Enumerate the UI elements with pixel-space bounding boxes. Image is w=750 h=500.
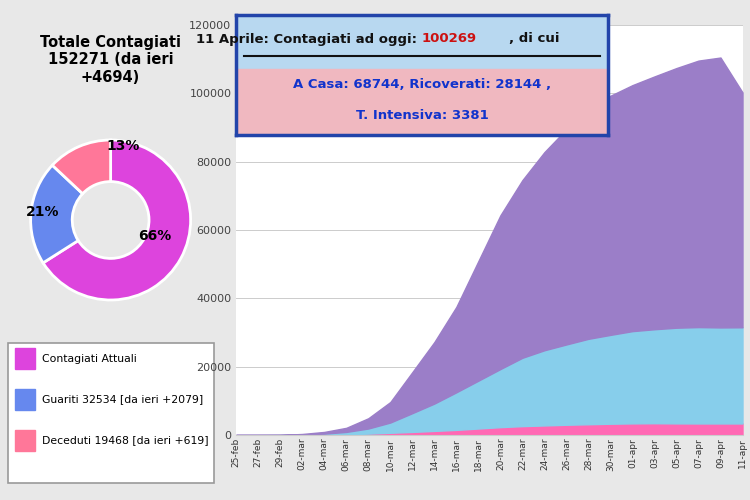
Text: Totale Contagiati
152271 (da ieri
+4694): Totale Contagiati 152271 (da ieri +4694) — [40, 35, 182, 85]
Wedge shape — [43, 140, 190, 300]
Text: Guariti 32534 [da ieri +2079]: Guariti 32534 [da ieri +2079] — [42, 394, 203, 404]
Bar — [16, 348, 35, 369]
Text: , di cui: , di cui — [509, 32, 560, 46]
Text: 13%: 13% — [106, 140, 140, 153]
Text: 66%: 66% — [138, 229, 171, 243]
Wedge shape — [31, 165, 82, 263]
Bar — [236, 69, 608, 135]
Text: Deceduti 19468 [da ieri +619]: Deceduti 19468 [da ieri +619] — [42, 436, 209, 446]
Text: T. Intensiva: 3381: T. Intensiva: 3381 — [356, 110, 488, 122]
Text: Contagiati Attuali: Contagiati Attuali — [42, 354, 136, 364]
Bar — [16, 389, 35, 410]
Text: 21%: 21% — [26, 205, 59, 219]
Wedge shape — [53, 140, 111, 194]
FancyBboxPatch shape — [8, 342, 214, 482]
Text: A Casa: 68744, Ricoverati: 28144 ,: A Casa: 68744, Ricoverati: 28144 , — [292, 78, 551, 91]
Text: 11 Aprile: Contagiati ad oggi:: 11 Aprile: Contagiati ad oggi: — [196, 32, 422, 46]
Bar — [16, 430, 35, 451]
Text: 100269: 100269 — [422, 32, 477, 46]
Bar — [236, 15, 608, 69]
